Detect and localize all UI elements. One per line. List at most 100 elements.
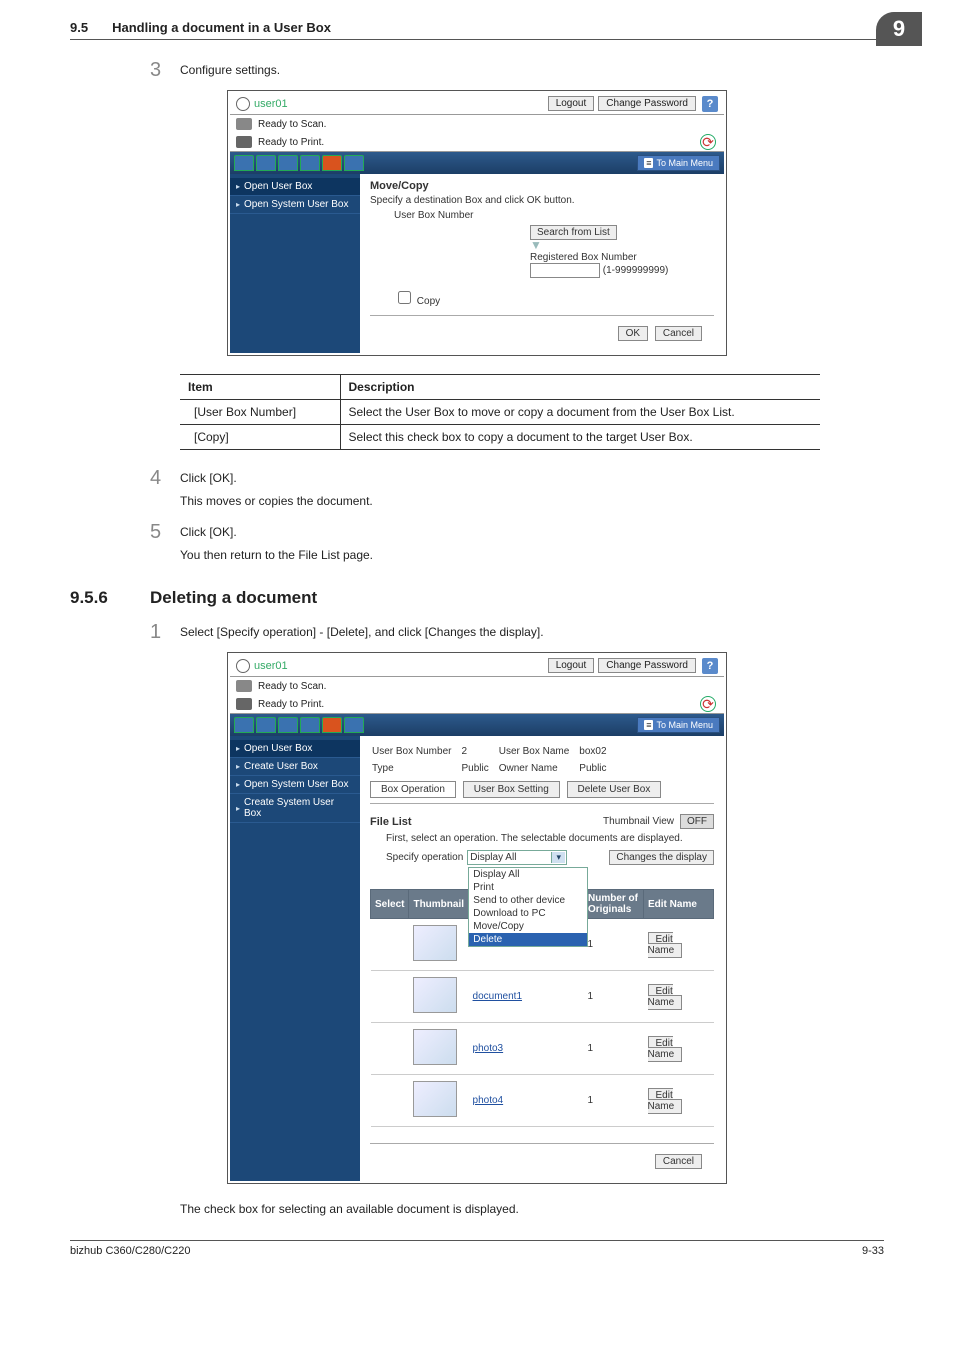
specify-operation-select[interactable]: Display All ▾ Display All Print Send to …	[467, 850, 567, 865]
edit-name-button[interactable]: Edit Name	[648, 984, 683, 1010]
tab-icon[interactable]	[278, 717, 298, 733]
table-row: photo3 1 Edit Name	[371, 1023, 714, 1075]
print-icon	[236, 698, 252, 710]
dropdown-item[interactable]: Download to PC	[469, 907, 587, 920]
ss-body: Open User Box Create User Box Open Syste…	[230, 736, 724, 1181]
table-row: photo4 1 Edit Name	[371, 1075, 714, 1127]
tab-icon[interactable]	[234, 155, 254, 171]
doc-link[interactable]: photo3	[473, 1043, 504, 1054]
ss-body: Open User Box Open System User Box Move/…	[230, 174, 724, 353]
search-from-list-button[interactable]: Search from List	[530, 225, 617, 240]
tab-icon[interactable]	[344, 717, 364, 733]
footer-left: bizhub C360/C280/C220	[70, 1245, 190, 1257]
ubn-label: User Box Number	[372, 744, 459, 759]
dropdown-item[interactable]: Move/Copy	[469, 920, 587, 933]
step-number: 1	[150, 622, 180, 642]
ready-scan-label: Ready to Scan.	[258, 119, 326, 130]
tab-delete-user-box[interactable]: Delete User Box	[567, 781, 662, 798]
refresh-icon[interactable]: ⟳	[700, 134, 716, 150]
tab-icon[interactable]	[278, 155, 298, 171]
refresh-icon[interactable]: ⟳	[700, 696, 716, 712]
change-password-button[interactable]: Change Password	[598, 658, 696, 673]
tab-icon[interactable]	[256, 155, 276, 171]
tab-strip: To Main Menu	[230, 152, 724, 174]
help-icon[interactable]: ?	[702, 658, 718, 674]
cancel-button[interactable]: Cancel	[655, 326, 702, 341]
cancel-button[interactable]: Cancel	[655, 1154, 702, 1169]
tab-icon-active[interactable]	[322, 717, 342, 733]
doc-link[interactable]: document1	[473, 991, 522, 1002]
dropdown-item-selected[interactable]: Delete	[469, 933, 587, 946]
screenshot-delete-doc: user01 Logout Change Password ? Ready to…	[227, 652, 727, 1184]
ubname-value: box02	[579, 744, 614, 759]
logout-button[interactable]: Logout	[548, 96, 595, 111]
registered-range-label: (1-999999999)	[603, 265, 669, 276]
td-item: [User Box Number]	[180, 400, 340, 425]
ready-print-label: Ready to Print.	[258, 699, 324, 710]
to-main-menu-button[interactable]: To Main Menu	[637, 155, 720, 171]
dropdown-item[interactable]: Print	[469, 881, 587, 894]
thumbnail-off-button[interactable]: OFF	[680, 814, 714, 829]
heading-number: 9.5.6	[70, 588, 150, 608]
scan-icon	[236, 118, 252, 130]
screenshot-move-copy: user01 Logout Change Password ? Ready to…	[227, 90, 727, 356]
sidebar-item-open-user-box[interactable]: Open User Box	[230, 178, 360, 196]
dropdown-item[interactable]: Send to other device	[469, 894, 587, 907]
sidebar-item-open-system-user-box[interactable]: Open System User Box	[230, 196, 360, 214]
changes-display-button[interactable]: Changes the display	[609, 850, 714, 865]
sidebar-item[interactable]: Open System User Box	[230, 776, 360, 794]
tab-icon[interactable]	[256, 717, 276, 733]
chevron-down-icon: ▾	[551, 852, 565, 863]
step-text: Configure settings.	[180, 60, 280, 77]
ready-print-row: Ready to Print. ⟳	[230, 133, 724, 152]
sidebar-item[interactable]: Open User Box	[230, 740, 360, 758]
tab-box-operation[interactable]: Box Operation	[370, 781, 456, 798]
edit-name-button[interactable]: Edit Name	[648, 1088, 683, 1114]
to-main-menu-button[interactable]: To Main Menu	[637, 717, 720, 733]
sidebar-item[interactable]: Create User Box	[230, 758, 360, 776]
table-row: document1 1 Edit Name	[371, 971, 714, 1023]
th-item: Item	[180, 375, 340, 400]
edit-name-button[interactable]: Edit Name	[648, 932, 683, 958]
dropdown-item[interactable]: Display All	[469, 868, 587, 881]
tab-icon[interactable]	[344, 155, 364, 171]
select-value: Display All	[470, 852, 516, 863]
help-icon[interactable]: ?	[702, 96, 718, 112]
tab-user-box-setting[interactable]: User Box Setting	[463, 781, 560, 798]
ready-print-row: Ready to Print. ⟳	[230, 695, 724, 714]
sidebar-item[interactable]: Create System User Box	[230, 794, 360, 823]
tab-icon[interactable]	[234, 717, 254, 733]
expand-tri-icon[interactable]: ▼	[530, 238, 714, 252]
num-originals: 1	[584, 919, 644, 971]
step-5: 5 Click [OK].	[150, 522, 884, 542]
ok-button[interactable]: OK	[618, 326, 648, 341]
heading-956: 9.5.6 Deleting a document	[70, 588, 884, 608]
step-text: Click [OK].	[180, 522, 237, 539]
edit-name-button[interactable]: Edit Name	[648, 1036, 683, 1062]
tab-icon[interactable]	[300, 155, 320, 171]
running-header: 9.5 Handling a document in a User Box 9	[70, 20, 884, 40]
file-list-heading: File List	[370, 816, 412, 828]
box-info: User Box Number 2 User Box Name box02 Ty…	[370, 742, 617, 778]
divider	[370, 1143, 714, 1144]
doc-link[interactable]: photo4	[473, 1095, 504, 1106]
step-number: 4	[150, 468, 180, 488]
heading-title: Deleting a document	[150, 588, 317, 608]
logout-button[interactable]: Logout	[548, 658, 595, 673]
step-1: 1 Select [Specify operation] - [Delete],…	[150, 622, 884, 642]
after-screenshot-text: The check box for selecting an available…	[180, 1202, 884, 1216]
specify-operation-label: Specify operation	[386, 852, 463, 863]
copy-checkbox[interactable]	[398, 291, 411, 304]
step-number: 3	[150, 60, 180, 80]
num-originals: 1	[584, 1075, 644, 1127]
tab-icon[interactable]	[300, 717, 320, 733]
change-password-button[interactable]: Change Password	[598, 96, 696, 111]
ss-topbar: user01 Logout Change Password ?	[230, 93, 724, 115]
tab-icon-active[interactable]	[322, 155, 342, 171]
registered-box-number-label: Registered Box Number	[530, 252, 714, 263]
thumbnail-view-label: Thumbnail View	[603, 816, 674, 827]
registered-box-number-input[interactable]	[530, 263, 600, 278]
user-icon	[236, 97, 250, 111]
td-item: [Copy]	[180, 425, 340, 450]
td-desc: Select this check box to copy a document…	[340, 425, 820, 450]
